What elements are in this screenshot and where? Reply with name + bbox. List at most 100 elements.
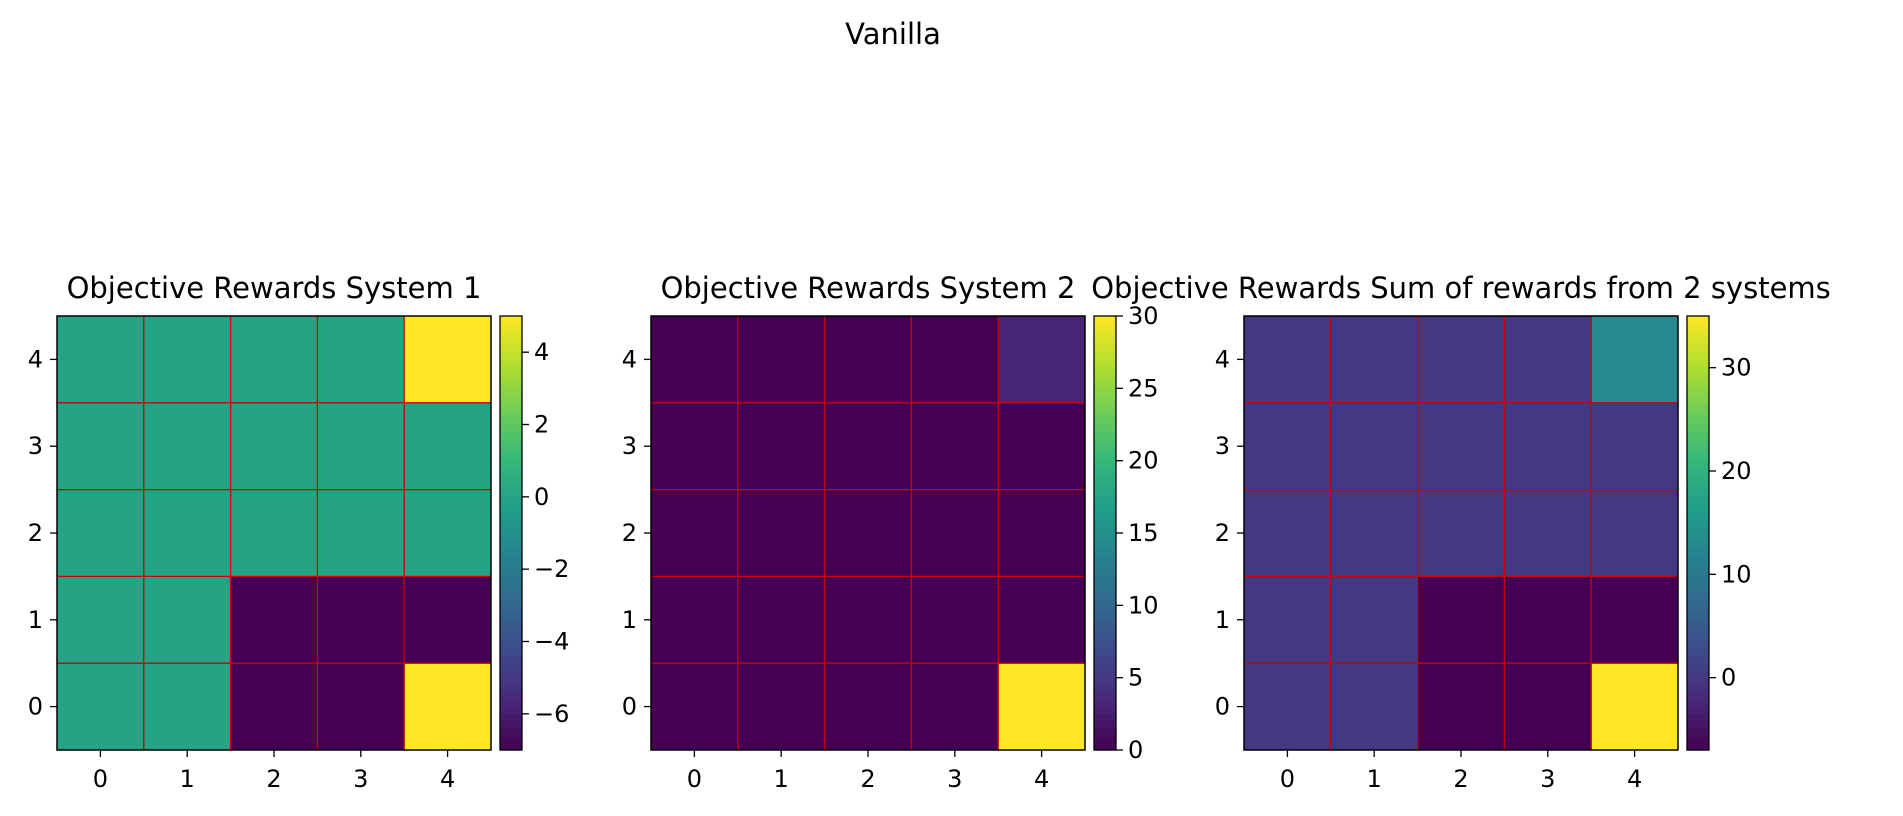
colorbar-segment bbox=[1094, 366, 1116, 375]
colorbar-segment bbox=[1094, 330, 1116, 339]
colorbar-segment bbox=[500, 634, 522, 643]
heatmap-cell bbox=[317, 576, 405, 664]
colorbar-segment bbox=[500, 713, 522, 722]
colorbar-segment bbox=[1094, 344, 1116, 353]
colorbar-segment bbox=[500, 467, 522, 476]
heatmap-cell bbox=[404, 663, 491, 750]
colorbar-segment bbox=[500, 670, 522, 679]
colorbar-segment bbox=[1687, 706, 1709, 715]
x-tick-label: 2 bbox=[860, 765, 875, 793]
colorbar-segment bbox=[1687, 525, 1709, 534]
colorbar-segment bbox=[1687, 677, 1709, 686]
colorbar-segment bbox=[1687, 699, 1709, 708]
colorbar-segment bbox=[500, 684, 522, 693]
colorbar-segment bbox=[1687, 431, 1709, 440]
heatmap-cell bbox=[1504, 663, 1592, 750]
heatmap-cell bbox=[317, 316, 405, 403]
heatmap-cell bbox=[57, 402, 144, 490]
heatmap-title: Objective Rewards System 2 bbox=[661, 271, 1076, 305]
colorbar-segment bbox=[1094, 323, 1116, 332]
colorbar-segment bbox=[500, 576, 522, 585]
colorbar-segment bbox=[500, 677, 522, 686]
colorbar-tick-label: 10 bbox=[1128, 591, 1159, 619]
colorbar-segment bbox=[1687, 511, 1709, 520]
colorbar-segment bbox=[500, 489, 522, 498]
colorbar-segment bbox=[1687, 533, 1709, 541]
colorbar-segment bbox=[1094, 663, 1116, 672]
heatmap-cell bbox=[737, 489, 825, 577]
colorbar-segment bbox=[1687, 323, 1709, 332]
y-tick-label: 0 bbox=[622, 693, 637, 721]
heatmap-cell bbox=[911, 316, 999, 403]
colorbar-segment bbox=[1094, 446, 1116, 455]
x-tick-label: 3 bbox=[947, 765, 962, 793]
colorbar-segment bbox=[1687, 460, 1709, 469]
heatmap-cell bbox=[737, 316, 825, 403]
colorbar-segment bbox=[1094, 627, 1116, 635]
colorbar-segment bbox=[500, 648, 522, 657]
y-tick-label: 2 bbox=[28, 519, 43, 547]
heatmap-cell bbox=[824, 576, 912, 664]
colorbar-segment bbox=[500, 453, 522, 462]
heatmap-cell bbox=[1330, 576, 1418, 664]
colorbar-segment bbox=[1687, 735, 1709, 744]
colorbar-segment bbox=[1094, 590, 1116, 599]
colorbar-segment bbox=[500, 721, 522, 729]
colorbar-segment bbox=[1687, 395, 1709, 404]
heatmap-cell bbox=[1591, 663, 1678, 750]
colorbar-tick-label: 0 bbox=[1128, 736, 1143, 764]
heatmap-cell bbox=[1244, 402, 1331, 490]
colorbar-segment bbox=[1687, 569, 1709, 577]
colorbar-segment bbox=[1687, 692, 1709, 700]
heatmap-title: Objective Rewards System 1 bbox=[67, 271, 482, 305]
colorbar-segment bbox=[1687, 388, 1709, 397]
colorbar-segment bbox=[1094, 583, 1116, 592]
heatmap-cell bbox=[998, 402, 1085, 490]
heatmap-cell bbox=[143, 576, 231, 664]
colorbar-segment bbox=[1094, 735, 1116, 744]
colorbar-segment bbox=[1094, 352, 1116, 360]
colorbar-segment bbox=[500, 438, 522, 447]
colorbar-segment bbox=[1687, 561, 1709, 570]
colorbar-tick-label: −4 bbox=[534, 628, 569, 656]
colorbar-segment bbox=[500, 410, 522, 418]
heatmap-cell bbox=[57, 489, 144, 577]
colorbar-segment bbox=[1687, 713, 1709, 722]
colorbar-segment bbox=[1687, 410, 1709, 418]
colorbar-segment bbox=[500, 742, 522, 751]
colorbar-segment bbox=[1687, 352, 1709, 360]
colorbar-segment bbox=[1687, 438, 1709, 447]
y-tick-label: 3 bbox=[28, 432, 43, 460]
heatmap-cell bbox=[143, 316, 231, 403]
x-tick-label: 3 bbox=[1540, 765, 1555, 793]
colorbar-segment bbox=[1687, 634, 1709, 643]
x-tick-label: 2 bbox=[1453, 765, 1468, 793]
y-tick-label: 4 bbox=[622, 345, 637, 373]
colorbar-segment bbox=[500, 511, 522, 520]
colorbar-segment bbox=[1687, 496, 1709, 505]
x-tick-label: 1 bbox=[1367, 765, 1382, 793]
heatmap-cell bbox=[651, 402, 738, 490]
colorbar-segment bbox=[1687, 655, 1709, 664]
colorbar-segment bbox=[1094, 424, 1116, 433]
heatmap-cell bbox=[1244, 663, 1331, 750]
colorbar-segment bbox=[1094, 438, 1116, 447]
colorbar-segment bbox=[1094, 612, 1116, 621]
colorbar-segment bbox=[1687, 648, 1709, 657]
colorbar-segment bbox=[500, 504, 522, 512]
colorbar-segment bbox=[500, 475, 522, 483]
colorbar-segment bbox=[500, 692, 522, 700]
y-tick-label: 3 bbox=[622, 432, 637, 460]
colorbar-segment bbox=[1687, 424, 1709, 433]
colorbar-segment bbox=[500, 583, 522, 592]
colorbar-segment bbox=[1687, 337, 1709, 346]
heatmap-cell bbox=[230, 663, 318, 750]
heatmap-cell bbox=[737, 402, 825, 490]
heatmap-cell bbox=[1591, 402, 1678, 490]
colorbar-segment bbox=[1094, 395, 1116, 404]
colorbar-segment bbox=[500, 395, 522, 404]
y-tick-label: 1 bbox=[622, 606, 637, 634]
colorbar-segment bbox=[1687, 366, 1709, 375]
heatmap-cell bbox=[230, 402, 318, 490]
heatmap-cell bbox=[737, 663, 825, 750]
